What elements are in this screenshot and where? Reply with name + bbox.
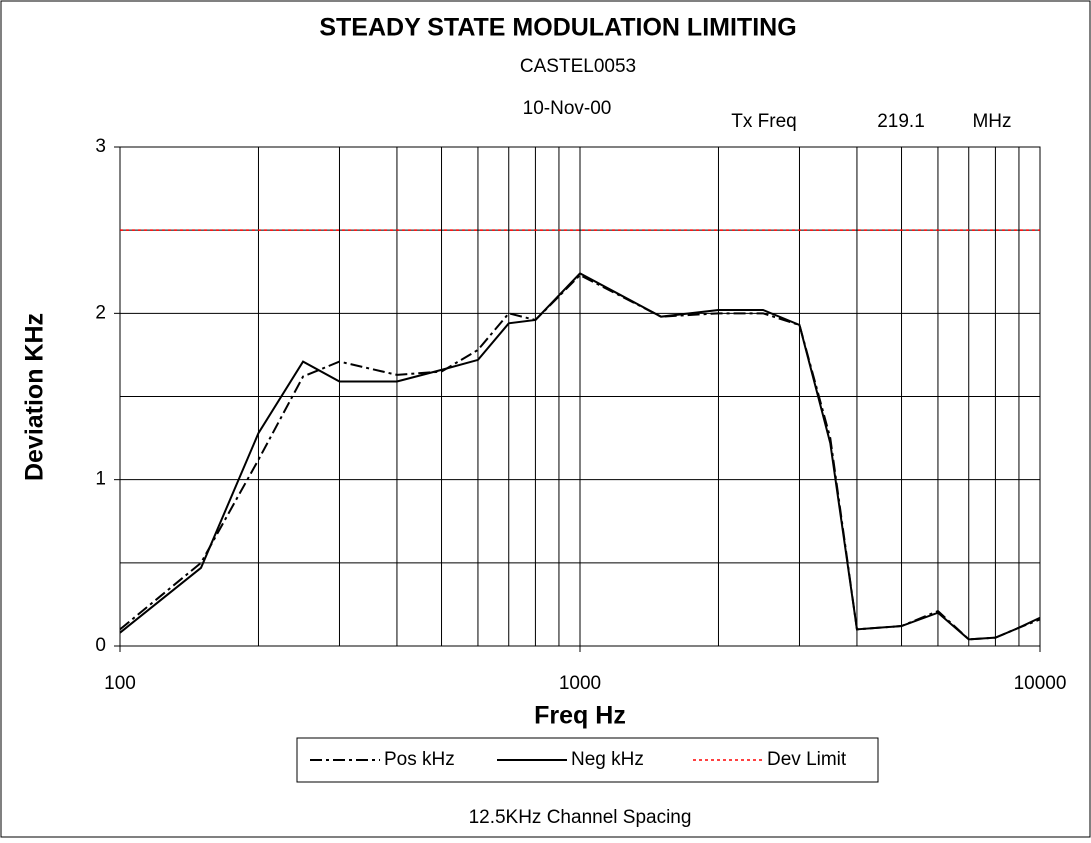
y-tick-label: 0: [95, 635, 106, 656]
x-tick-label: 10000: [1014, 673, 1067, 694]
x-tick-label: 1000: [559, 673, 601, 694]
annotation: MHz: [972, 111, 1011, 132]
annotation: 10-Nov-00: [523, 98, 612, 119]
annotation: 219.1: [877, 111, 925, 132]
x-tick-label: 100: [104, 673, 136, 694]
annotation: Tx Freq: [731, 111, 796, 132]
footer: 12.5KHz Channel Spacing: [469, 807, 692, 828]
chart-title: STEADY STATE MODULATION LIMITING: [319, 14, 796, 42]
series-line: [119, 272, 1041, 641]
legend-label: Neg kHz: [571, 749, 644, 770]
y-axis-label: Deviation KHz: [21, 313, 49, 481]
legend-box: [296, 737, 879, 783]
y-tick-label: 2: [95, 302, 106, 323]
x-axis-label: Freq Hz: [534, 702, 626, 730]
legend-label: Dev Limit: [767, 749, 847, 770]
subtitle: CASTEL0053: [520, 56, 636, 77]
legend-label: Pos kHz: [384, 749, 455, 770]
y-tick-label: 1: [95, 469, 106, 490]
y-tick-label: 3: [95, 136, 106, 157]
